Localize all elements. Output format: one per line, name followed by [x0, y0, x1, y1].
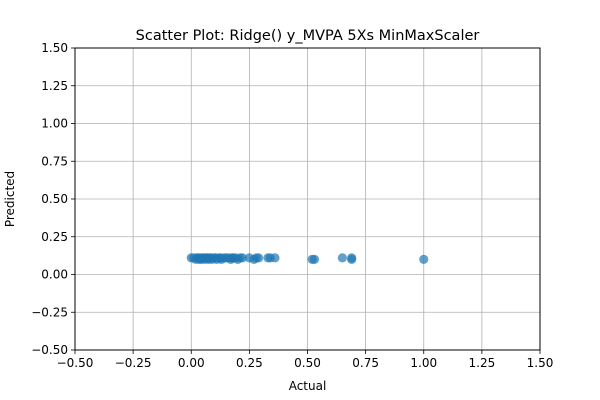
x-tick-label: 1.25	[469, 356, 496, 370]
scatter-point	[419, 254, 429, 264]
y-tick-label: 1.00	[41, 117, 68, 131]
scatter-point	[337, 253, 347, 263]
x-tick-label: −0.50	[57, 356, 94, 370]
y-tick-label: 0.25	[41, 230, 68, 244]
grid-lines	[74, 47, 541, 351]
x-tick-label: −0.25	[115, 356, 152, 370]
chart-title: Scatter Plot: Ridge() y_MVPA 5Xs MinMaxS…	[136, 28, 480, 44]
scatter-point	[347, 254, 357, 264]
y-tick-label: 0.75	[41, 154, 68, 168]
x-tick-label: 0.75	[352, 356, 379, 370]
y-tick-label: 0.50	[41, 192, 68, 206]
scatter-point	[309, 254, 320, 264]
y-axis-label: Predicted	[3, 171, 17, 227]
x-tick-label: 1.50	[527, 356, 554, 370]
y-tick-label: 0.00	[41, 268, 68, 282]
x-tick-label: 0.50	[294, 356, 321, 370]
y-tick-label: −0.50	[31, 343, 68, 357]
x-tick-label: 0.25	[236, 356, 263, 370]
axis-ticks: −0.50 −0.25 0.00 0.25 0.50 0.75 1.00 1.25 1.50 −0…	[31, 41, 553, 370]
y-tick-label: 1.50	[41, 41, 68, 55]
scatter-point	[270, 253, 280, 263]
x-axis-label: Actual	[289, 379, 327, 393]
data-points	[186, 253, 429, 264]
x-tick-label: 1.00	[410, 356, 437, 370]
scatter-point	[237, 253, 247, 263]
y-tick-label: 1.25	[41, 79, 68, 93]
scatter-point	[254, 253, 264, 263]
y-tick-label: −0.25	[31, 305, 68, 319]
x-tick-label: 0.00	[178, 356, 205, 370]
